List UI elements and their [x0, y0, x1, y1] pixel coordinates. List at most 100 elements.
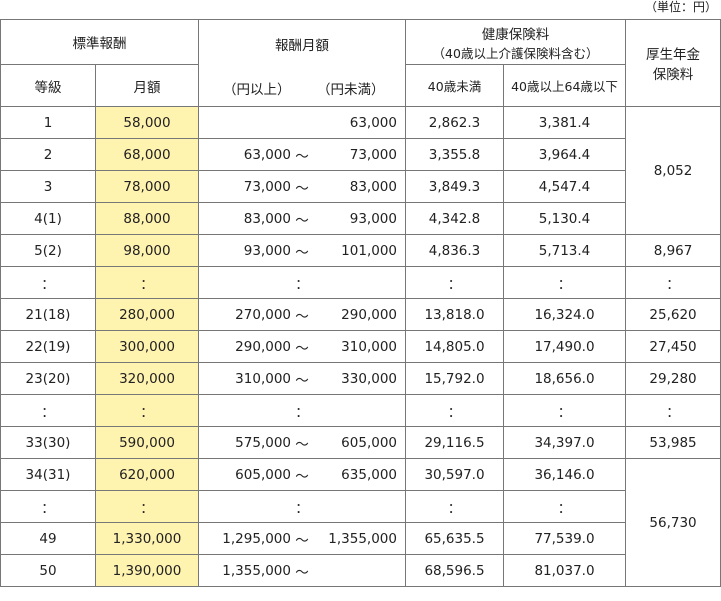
header-cell: 40歳未満: [405, 64, 504, 107]
range-lower: 270,000: [235, 306, 291, 323]
range-cell: ：: [198, 266, 406, 299]
table-header: 標準報酬 報酬月額 （円以上） （円未満） 健康保険料 （40歳以上介護保険料含…: [0, 19, 721, 107]
table-row: 5(2) 98,000 93,000 ～ 101,000 4,836.3 5,713.4 8,…: [0, 234, 721, 267]
monthly-cell: 620,000: [95, 458, 199, 491]
range-sep: ～: [295, 212, 309, 229]
range-content: 93,000 ～ 101,000: [200, 241, 405, 261]
health-under40-cell: ：: [405, 394, 504, 427]
pension-cell: 8,052: [625, 106, 721, 235]
range-upper: 101,000: [341, 242, 397, 259]
health-under40-cell: 14,805.0: [405, 330, 504, 363]
health-under40-cell: 3,849.3: [405, 170, 504, 203]
health-40to64-cell: 17,490.0: [502, 330, 627, 363]
header-text: （円未満）: [317, 82, 385, 98]
grade-cell: 49: [0, 522, 96, 555]
range-cell: 63,000 ～ 73,000: [198, 138, 406, 171]
health-40to64-cell: 5,713.4: [502, 234, 627, 267]
monthly-cell: ：: [95, 394, 199, 427]
monthly-cell: 58,000: [95, 106, 199, 139]
range-lower: 290,000: [235, 338, 291, 355]
monthly-cell: 300,000: [95, 330, 199, 363]
range-lower: 1,295,000: [222, 530, 291, 547]
table-row: ：：：：：：: [0, 394, 721, 427]
table-row: 4(1) 88,000 83,000 ～ 93,000 4,342.8 5,130.4: [0, 202, 721, 235]
range-upper: 635,000: [341, 466, 397, 483]
monthly-cell: 88,000: [95, 202, 199, 235]
header-row: 等級 月額 40歳未満 40歳以上64歳以下: [0, 64, 721, 107]
health-under40-cell: 29,116.5: [405, 426, 504, 459]
table-row: ：：：：：: [0, 490, 721, 523]
range-content: 73,000 ～ 83,000: [200, 177, 405, 197]
range-upper: 73,000: [349, 146, 397, 163]
range-sep: ～: [295, 180, 309, 197]
health-under40-cell: 2,862.3: [405, 106, 504, 139]
monthly-cell: ：: [95, 266, 199, 299]
pension-cell: ：: [625, 266, 721, 299]
range-cell: 83,000 ～ 93,000: [198, 202, 406, 235]
pension-cell: ：: [625, 394, 721, 427]
header-cell: 標準報酬: [0, 19, 199, 65]
health-40to64-cell: 18,656.0: [502, 362, 627, 395]
range-upper: 605,000: [341, 434, 397, 451]
pension-cell: 56,730: [625, 458, 721, 587]
range-lower: 310,000: [235, 370, 291, 387]
health-under40-cell: 15,792.0: [405, 362, 504, 395]
range-upper: 1,355,000: [328, 530, 397, 547]
pension-cell: 8,967: [625, 234, 721, 267]
range-content: 1,355,000 ～: [200, 561, 405, 581]
header-cell: 健康保険料 （40歳以上介護保険料含む）: [404, 19, 627, 65]
range-sep: ～: [295, 564, 309, 581]
header-text: 健康保険料: [481, 26, 550, 43]
grade-cell: 22(19): [0, 330, 96, 363]
health-under40-cell: 4,342.8: [405, 202, 504, 235]
health-40to64-cell: 81,037.0: [502, 554, 627, 587]
range-lower: 83,000: [243, 210, 291, 227]
range-cell: 575,000 ～ 605,000: [198, 426, 406, 459]
range-sep: ～: [295, 436, 309, 453]
grade-cell: 2: [0, 138, 96, 171]
range-sep: ～: [295, 372, 309, 389]
grade-cell: 34(31): [0, 458, 96, 491]
unit-label: （単位：円）: [644, 0, 717, 14]
pension-cell: 53,985: [625, 426, 721, 459]
range-content: 270,000 ～ 290,000: [200, 305, 405, 325]
health-under40-cell: 4,836.3: [405, 234, 504, 267]
range-cell: 1,295,000 ～ 1,355,000: [198, 522, 406, 555]
health-under40-cell: ：: [405, 266, 504, 299]
premium-table: 標準報酬 報酬月額 （円以上） （円未満） 健康保険料 （40歳以上介護保険料含…: [0, 19, 721, 587]
range-cell: ：: [198, 394, 406, 427]
range-lower: 93,000: [243, 242, 291, 259]
range-content: 290,000 ～ 310,000: [200, 337, 405, 357]
grade-cell: 5(2): [0, 234, 96, 267]
grade-cell: 3: [0, 170, 96, 203]
health-40to64-cell: 4,547.4: [502, 170, 627, 203]
monthly-cell: 1,330,000: [95, 522, 199, 555]
health-under40-cell: ：: [405, 490, 504, 523]
range-content: 605,000 ～ 635,000: [200, 465, 405, 485]
header-text: 報酬月額: [275, 38, 329, 54]
health-40to64-cell: 5,130.4: [502, 202, 627, 235]
grade-cell: 4(1): [0, 202, 96, 235]
range-content: 1,295,000 ～ 1,355,000: [200, 529, 405, 549]
header-row: 標準報酬 報酬月額 （円以上） （円未満） 健康保険料 （40歳以上介護保険料含…: [0, 19, 721, 107]
header-cell: 月額: [95, 64, 199, 107]
table-row: 22(19) 300,000 290,000 ～ 310,000 14,805.0 17,4…: [0, 330, 721, 363]
header-cell: 報酬月額 （円以上） （円未満）: [198, 19, 406, 107]
monthly-cell: 320,000: [95, 362, 199, 395]
range-content: 63,000: [200, 115, 405, 131]
grade-cell: ：: [0, 490, 96, 523]
table-row: 33(30) 590,000 575,000 ～ 605,000 29,116.5 34,3…: [0, 426, 721, 459]
header-text: 厚生年金: [646, 47, 701, 63]
range-lower: 605,000: [235, 466, 291, 483]
range-lower: 73,000: [243, 178, 291, 195]
range-upper: 83,000: [349, 178, 397, 195]
table-row: ：：：：：：: [0, 266, 721, 299]
table-row: 50 1,390,000 1,355,000 ～ 68,596.5 81,037.0: [0, 554, 721, 587]
range-header: 報酬月額 （円以上） （円未満）: [200, 21, 405, 106]
range-cell: 1,355,000 ～: [198, 554, 406, 587]
range-content: 63,000 ～ 73,000: [200, 145, 405, 165]
health-under40-cell: 65,635.5: [405, 522, 504, 555]
range-sep: ～: [295, 148, 309, 165]
health-40to64-cell: ：: [502, 394, 627, 427]
grade-cell: 21(18): [0, 298, 96, 331]
